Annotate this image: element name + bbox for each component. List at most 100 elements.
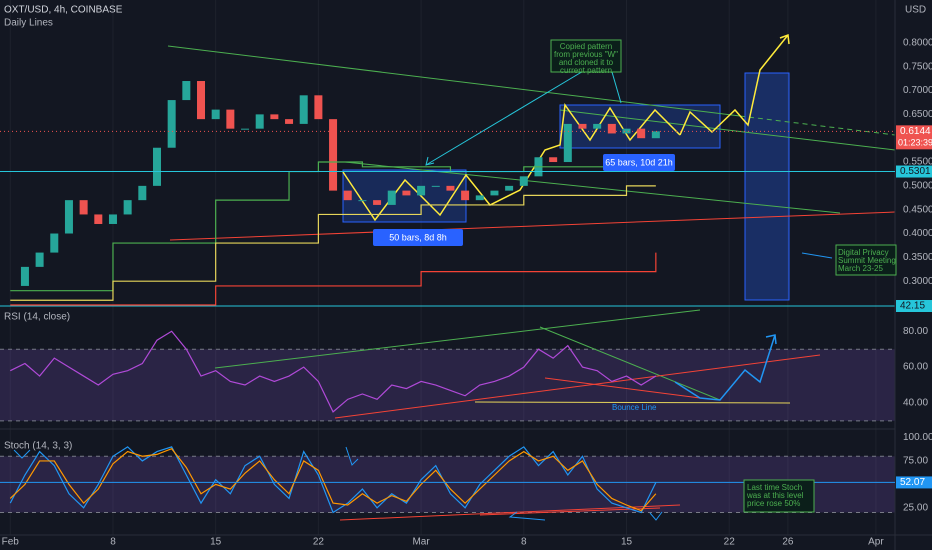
arrow xyxy=(13,449,31,459)
last-label: 52.07 xyxy=(900,477,925,488)
arrow-head xyxy=(425,156,435,166)
candle xyxy=(446,185,455,191)
trend-line xyxy=(539,326,721,401)
candle xyxy=(593,123,602,129)
arrow-head xyxy=(779,33,790,45)
candle xyxy=(226,109,235,129)
note-text: current pattern xyxy=(560,66,612,75)
x-tick-label: 8 xyxy=(521,537,527,548)
note-box xyxy=(835,244,897,276)
y-tick-label: 0.4500 xyxy=(903,204,932,215)
label-box xyxy=(373,229,463,246)
symbol: OXT/USD, 4h, COINBASE xyxy=(4,5,123,16)
trend-line xyxy=(344,161,841,214)
candle xyxy=(402,190,411,196)
candle xyxy=(64,200,73,234)
arrow-head xyxy=(765,334,777,345)
panel-title: RSI (14, close) xyxy=(4,312,70,323)
x-tick-label: 15 xyxy=(621,537,633,548)
annotation: Last time Stoch was at this level price … xyxy=(743,479,815,513)
trend-line xyxy=(544,377,701,399)
candle xyxy=(607,123,616,134)
candle xyxy=(490,190,499,196)
y-tick-label: 0.7000 xyxy=(903,85,932,96)
candle xyxy=(152,147,161,186)
x-tick-label: 26 xyxy=(782,537,794,548)
stoch-line xyxy=(9,446,657,514)
trend-line xyxy=(339,504,681,521)
candle xyxy=(431,185,440,187)
note-text: Summit Meeting xyxy=(838,256,896,265)
annotation: Copied pattern from previous "W" and clo… xyxy=(550,39,622,75)
candle xyxy=(123,200,132,215)
candle xyxy=(255,114,264,129)
candle xyxy=(461,190,470,201)
y-tick-label: 25.00 xyxy=(903,502,928,513)
y-tick-label: 0.3500 xyxy=(903,252,932,263)
x-tick-label: 15 xyxy=(210,537,222,548)
range-label: 65 bars, 10d 21h xyxy=(605,157,673,167)
candle xyxy=(35,252,44,267)
candle xyxy=(475,195,484,201)
last-box xyxy=(896,476,932,489)
level-box xyxy=(896,300,932,312)
countdown: 01:23:39 xyxy=(898,138,932,148)
x-tick-label: 22 xyxy=(313,537,325,548)
arrow xyxy=(801,252,833,259)
projection xyxy=(674,334,776,401)
level-label: 0.5301 xyxy=(900,166,931,177)
arrow xyxy=(508,511,546,521)
arrow xyxy=(425,69,586,166)
candle xyxy=(549,157,558,163)
candle xyxy=(108,214,117,224)
currency: USD xyxy=(905,5,926,16)
note-box xyxy=(550,39,622,73)
bounce-line xyxy=(474,401,791,404)
indicator-name: Daily Lines xyxy=(4,18,53,29)
y-tick-label: 0.5000 xyxy=(903,181,932,192)
candle xyxy=(343,190,352,201)
range-label: 50 bars, 8d 8h xyxy=(389,232,447,242)
candle xyxy=(197,81,206,120)
candle xyxy=(622,128,631,134)
event-box xyxy=(744,72,790,301)
candle xyxy=(387,190,396,205)
candle xyxy=(182,81,191,101)
panel-title: Stoch (14, 3, 3) xyxy=(4,441,72,452)
last-price-label: 0.6144 xyxy=(900,126,931,137)
candle xyxy=(299,95,308,124)
range-box xyxy=(342,169,467,223)
level-box xyxy=(896,165,932,178)
candle xyxy=(563,123,572,163)
candle xyxy=(519,176,528,186)
arrow xyxy=(345,446,359,466)
y-tick-label: 60.00 xyxy=(903,362,928,373)
candle xyxy=(329,119,338,191)
note-text: and cloned it to xyxy=(559,58,614,67)
x-tick-label: Feb xyxy=(2,537,20,548)
projection xyxy=(679,34,789,136)
x-tick-label: 22 xyxy=(724,537,736,548)
candle xyxy=(138,185,147,201)
x-tick-label: Mar xyxy=(412,537,430,548)
candle xyxy=(651,131,660,139)
candle xyxy=(314,95,323,120)
y-tick-label: 0.3000 xyxy=(903,276,932,287)
label-box xyxy=(603,154,675,171)
candle xyxy=(79,200,88,215)
candle xyxy=(50,233,59,253)
candle xyxy=(211,109,220,120)
rsi-line xyxy=(10,330,657,413)
stoch-line xyxy=(9,448,657,512)
note-text: Last time Stoch xyxy=(747,483,802,492)
candle xyxy=(358,200,367,202)
trend-line xyxy=(169,211,896,241)
candle xyxy=(241,128,250,130)
y-tick-label: 100.00 xyxy=(903,432,932,443)
candle xyxy=(417,185,426,196)
y-tick-label: 0.7500 xyxy=(903,61,932,72)
candle xyxy=(578,123,587,129)
candle xyxy=(270,114,279,120)
